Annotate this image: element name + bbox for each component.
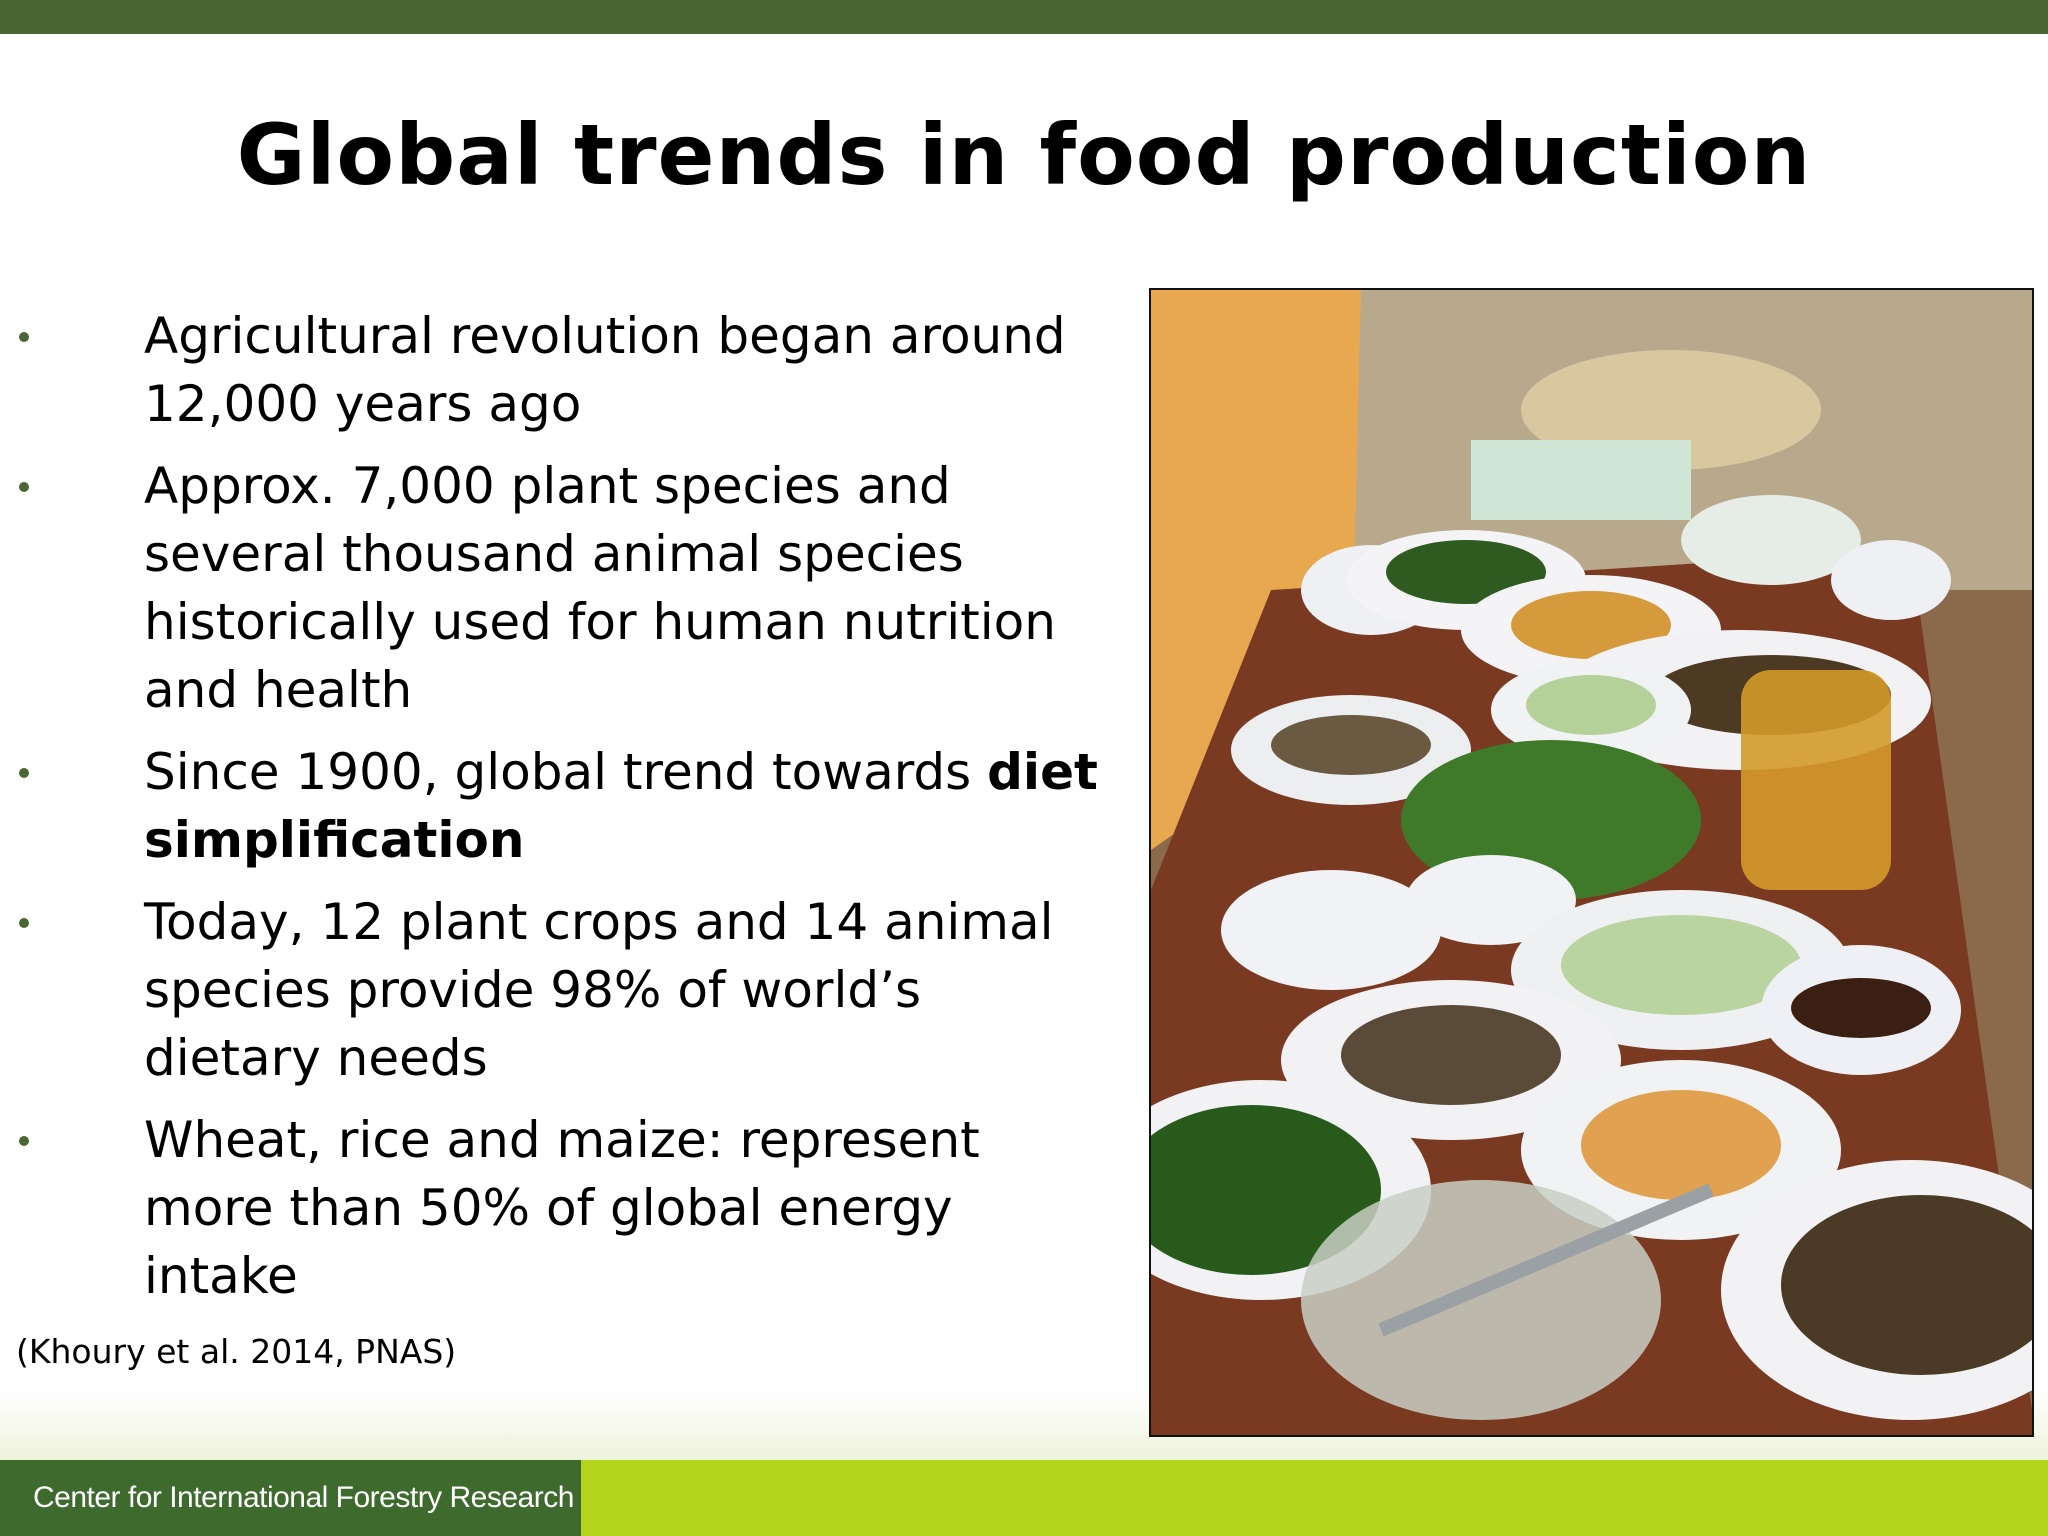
sauce bbox=[1791, 978, 1931, 1038]
salad bbox=[1561, 915, 1801, 1015]
fish bbox=[1341, 1005, 1561, 1105]
bullet-text: Today, 12 plant crops and 14 animal spec… bbox=[144, 893, 1054, 1087]
bullet-item: Since 1900, global trend towards diet si… bbox=[0, 738, 1110, 874]
tissue-box bbox=[1471, 440, 1691, 520]
bullet-text: Approx. 7,000 plant species and several … bbox=[144, 457, 1056, 719]
salad bbox=[1526, 675, 1656, 735]
bullet-marker bbox=[19, 332, 29, 342]
bowl bbox=[1221, 870, 1441, 990]
bullet-text: Since 1900, global trend towards bbox=[144, 743, 972, 801]
bullet-item: Today, 12 plant crops and 14 animal spec… bbox=[0, 888, 1110, 1092]
footer-organization: Center for International Forestry Resear… bbox=[0, 1460, 581, 1536]
bowl bbox=[1831, 540, 1951, 620]
omelette bbox=[1581, 1090, 1781, 1200]
bullet-text: Wheat, rice and maize: represent more th… bbox=[144, 1111, 980, 1305]
bullet-marker bbox=[19, 1136, 29, 1146]
bullet-marker bbox=[19, 768, 29, 778]
top-bar bbox=[0, 0, 2048, 34]
greens bbox=[1386, 540, 1546, 604]
greens bbox=[1151, 1105, 1381, 1275]
citation: (Khoury et al. 2014, PNAS) bbox=[16, 1332, 457, 1371]
glass-bowl bbox=[1301, 1180, 1661, 1420]
bullet-item: Wheat, rice and maize: represent more th… bbox=[0, 1106, 1110, 1310]
bullet-list: Agricultural revolution began around 12,… bbox=[0, 302, 1110, 1324]
photo-illustration bbox=[1151, 290, 2032, 1435]
spoon bbox=[1378, 1183, 1714, 1337]
bullet-emphasis: diet simplification bbox=[144, 743, 1098, 869]
bowl bbox=[1406, 855, 1576, 945]
bowl bbox=[1681, 495, 1861, 585]
meat bbox=[1781, 1195, 2032, 1375]
bullet-item: Agricultural revolution began around 12,… bbox=[0, 302, 1110, 438]
slide-title: Global trends in food production bbox=[236, 106, 1812, 204]
bullet-text: Agricultural revolution began around 12,… bbox=[144, 307, 1066, 433]
bullet-marker bbox=[19, 482, 29, 492]
bottle bbox=[1741, 670, 1891, 890]
bullet-item: Approx. 7,000 plant species and several … bbox=[0, 452, 1110, 724]
omelette bbox=[1511, 591, 1671, 659]
fish bbox=[1271, 715, 1431, 775]
bullet-marker bbox=[19, 918, 29, 928]
photo bbox=[1149, 288, 2034, 1437]
